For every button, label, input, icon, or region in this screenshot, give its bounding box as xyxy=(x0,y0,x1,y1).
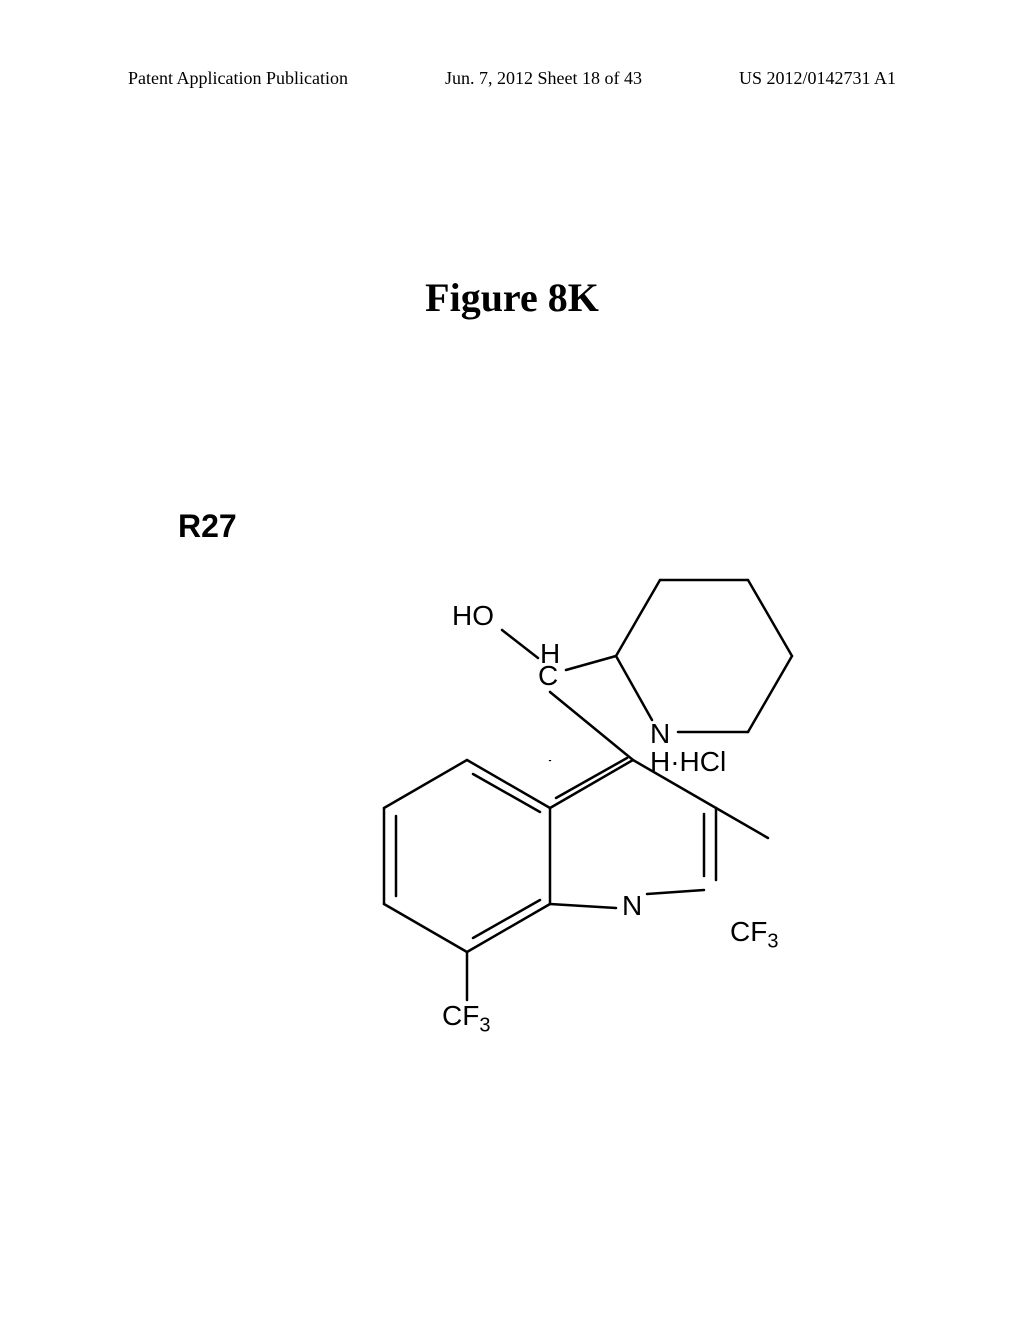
label-c: C xyxy=(538,660,558,692)
cf3-bottom-sub: 3 xyxy=(479,1015,490,1037)
label-h-hcl: H·HCl xyxy=(650,746,726,778)
figure-title: Figure 8K xyxy=(0,274,1024,321)
header-publication: Patent Application Publication xyxy=(128,68,348,89)
header-date-sheet: Jun. 7, 2012 Sheet 18 of 43 xyxy=(445,68,642,89)
label-cf3-right: CF3 xyxy=(730,916,778,954)
cf3-bottom-text: CF xyxy=(442,1000,479,1031)
label-cf3-bottom: CF3 xyxy=(442,1000,490,1038)
compound-label: R27 xyxy=(178,508,237,545)
cf3-right-sub: 3 xyxy=(767,931,778,953)
header-patent-number: US 2012/0142731 A1 xyxy=(739,68,896,89)
page-header: Patent Application Publication Jun. 7, 2… xyxy=(0,68,1024,89)
label-n-quinoline: N xyxy=(622,890,642,922)
label-ho: HO xyxy=(452,600,494,632)
chemical-structure: HO H C N H·HCl N CF3 CF3 xyxy=(360,500,840,1000)
cf3-right-text: CF xyxy=(730,916,767,947)
